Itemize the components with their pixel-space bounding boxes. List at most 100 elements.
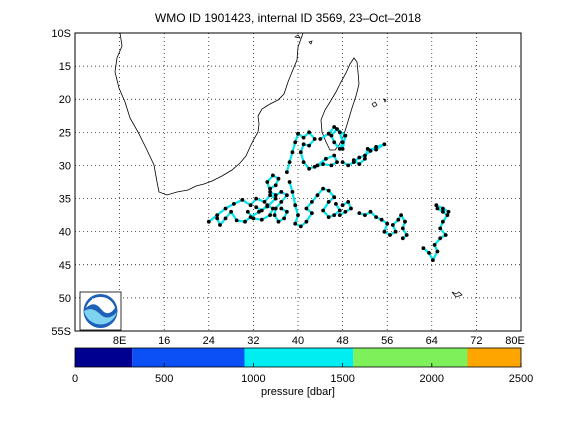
profile-point bbox=[438, 226, 443, 231]
map-title: WMO ID 1901423, internal ID 3569, 23–Oct… bbox=[154, 11, 422, 25]
profile-point bbox=[340, 147, 345, 151]
profile-point bbox=[290, 150, 295, 155]
profile-point bbox=[363, 153, 367, 158]
profile-point bbox=[326, 215, 331, 220]
profile-point bbox=[259, 217, 264, 222]
profile-point bbox=[272, 213, 277, 218]
lon-tick-label: 8E bbox=[113, 335, 126, 347]
profile-point bbox=[346, 163, 351, 168]
comoros-islands bbox=[294, 34, 313, 45]
lon-tick-label: 32 bbox=[247, 335, 259, 347]
colorbar-tick-label: 500 bbox=[155, 373, 173, 385]
profile-point bbox=[298, 150, 303, 155]
profile-point bbox=[273, 206, 278, 211]
profile-point bbox=[332, 213, 337, 218]
crozet-islands bbox=[451, 291, 463, 298]
profile-point bbox=[262, 200, 267, 204]
profile-point bbox=[293, 221, 298, 226]
profile-point bbox=[279, 190, 284, 194]
profile-point bbox=[382, 142, 387, 147]
pressure-colorbar bbox=[75, 348, 521, 367]
profile-point bbox=[340, 160, 345, 165]
profile-point bbox=[337, 130, 342, 135]
profile-point bbox=[390, 223, 395, 227]
profile-point bbox=[285, 193, 289, 198]
noaa-logo: NOAA bbox=[79, 291, 122, 331]
profile-point bbox=[287, 160, 292, 165]
profile-point bbox=[276, 219, 281, 224]
profile-point bbox=[271, 206, 275, 211]
profile-point bbox=[435, 249, 440, 254]
profile-point bbox=[254, 205, 259, 210]
profile-point bbox=[326, 188, 331, 193]
profile-point bbox=[240, 198, 245, 202]
lat-tick-label: 55S bbox=[51, 326, 71, 338]
profile-point bbox=[285, 170, 289, 175]
profile-point bbox=[245, 209, 250, 214]
profile-point bbox=[351, 158, 356, 163]
profile-point bbox=[368, 149, 373, 153]
profile-point bbox=[301, 142, 306, 147]
profile-point bbox=[304, 206, 309, 211]
profile-point bbox=[337, 147, 342, 151]
lon-tick-label: 48 bbox=[336, 335, 348, 347]
profile-point bbox=[343, 133, 348, 138]
profile-point bbox=[279, 200, 284, 204]
profile-point bbox=[310, 200, 314, 204]
profile-point bbox=[312, 164, 317, 169]
profile-point bbox=[403, 219, 407, 224]
profile-point bbox=[443, 233, 448, 237]
lat-tick-label: 25 bbox=[59, 127, 71, 139]
profile-point bbox=[251, 216, 256, 221]
profile-point bbox=[321, 186, 325, 191]
profile-point bbox=[285, 209, 289, 214]
lon-tick-label: 16 bbox=[158, 335, 170, 347]
profile-point bbox=[332, 195, 337, 200]
lon-tick-label: 72 bbox=[470, 335, 482, 347]
profile-point bbox=[298, 224, 303, 229]
colorbar-tick-label: 1500 bbox=[330, 373, 354, 385]
profile-point bbox=[307, 130, 311, 135]
profile-point bbox=[438, 236, 443, 241]
profile-point bbox=[382, 229, 387, 234]
longitude-axis: 8E 16 24 32 40 48 56 64 72 80E bbox=[113, 335, 525, 347]
madagascar-coastline bbox=[320, 57, 360, 151]
profile-point bbox=[357, 162, 362, 167]
profile-point bbox=[363, 213, 367, 218]
colorbar-segment bbox=[467, 348, 521, 367]
profile-point bbox=[346, 200, 351, 204]
profile-point bbox=[379, 217, 384, 222]
colorbar-ticks: 0 500 1000 1500 2000 2500 bbox=[72, 363, 533, 385]
profile-point bbox=[357, 211, 362, 216]
lon-tick-label: 40 bbox=[292, 335, 304, 347]
profile-point bbox=[293, 203, 298, 208]
mascarene-islands bbox=[371, 98, 387, 108]
profile-point bbox=[427, 251, 431, 255]
lat-tick-label: 15 bbox=[59, 61, 71, 73]
profile-point bbox=[229, 209, 234, 214]
track-segment bbox=[358, 210, 408, 240]
profile-point bbox=[268, 213, 272, 218]
profile-point bbox=[363, 156, 367, 161]
profile-point bbox=[335, 127, 339, 131]
profile-point bbox=[324, 156, 328, 161]
profile-point bbox=[265, 203, 270, 208]
colorbar-segment bbox=[244, 348, 354, 367]
profile-point bbox=[421, 246, 426, 251]
colorbar-segment bbox=[353, 348, 468, 367]
profile-point bbox=[431, 258, 435, 262]
profile-point bbox=[282, 216, 286, 221]
profile-point bbox=[301, 160, 306, 165]
svg-text:NOAA: NOAA bbox=[92, 299, 110, 305]
profile-point bbox=[318, 137, 323, 141]
float-trajectory bbox=[206, 125, 451, 262]
profile-point bbox=[206, 219, 211, 224]
profile-point bbox=[326, 131, 331, 136]
colorbar-tick-label: 2000 bbox=[420, 373, 444, 385]
profile-point bbox=[441, 209, 445, 214]
profile-point bbox=[321, 162, 325, 167]
colorbar-tick-label: 0 bbox=[72, 373, 78, 385]
profile-point bbox=[248, 203, 253, 208]
lon-tick-label: 56 bbox=[381, 335, 393, 347]
map-gridlines bbox=[75, 33, 521, 331]
